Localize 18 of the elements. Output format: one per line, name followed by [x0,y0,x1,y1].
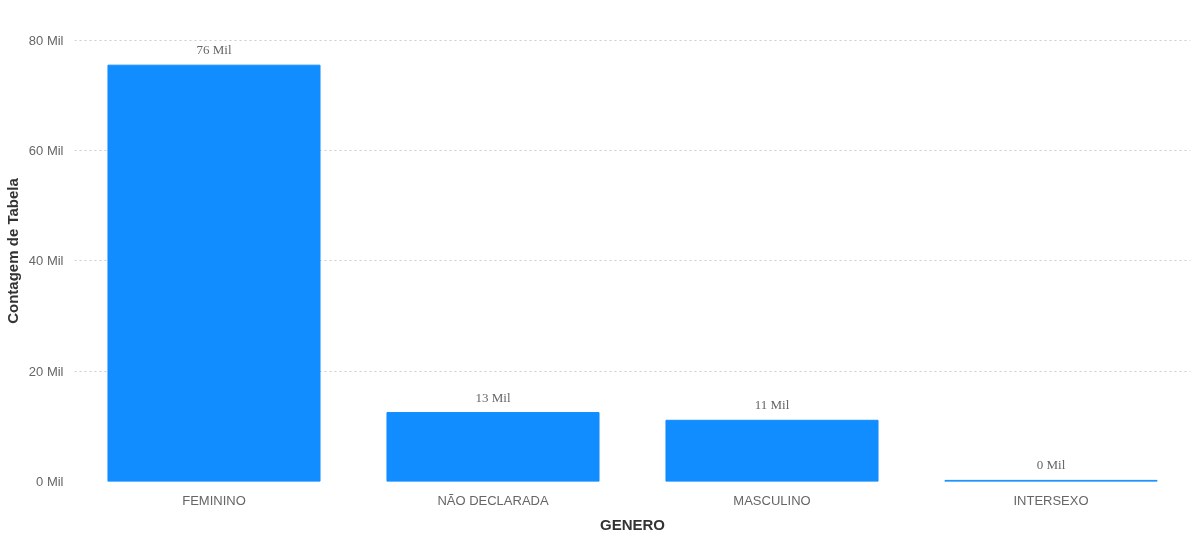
x-tick-label: NÃO DECLARADA [437,492,549,508]
bar [665,419,879,482]
data-label: 76 Mil [196,42,232,58]
data-label: 13 Mil [475,389,511,405]
bar [386,412,600,482]
x-tick-label: MASCULINO [733,492,811,508]
x-axis-title: GENERO [600,515,666,533]
bar [107,64,321,482]
y-tick-label: 60 Mil [28,143,64,159]
x-tick-label: FEMININO [182,492,246,508]
data-label: 0 Mil [1036,457,1066,473]
y-tick-label: 40 Mil [28,253,64,269]
y-tick-label: 0 Mil [36,474,64,489]
y-tick-label: 20 Mil [28,363,64,379]
x-tick-label: INTERSEXO [1013,492,1089,508]
data-label: 11 Mil [754,397,790,413]
y-axis-title: Contagem de Tabela [3,177,21,324]
y-tick-label: 80 Mil [28,32,64,48]
